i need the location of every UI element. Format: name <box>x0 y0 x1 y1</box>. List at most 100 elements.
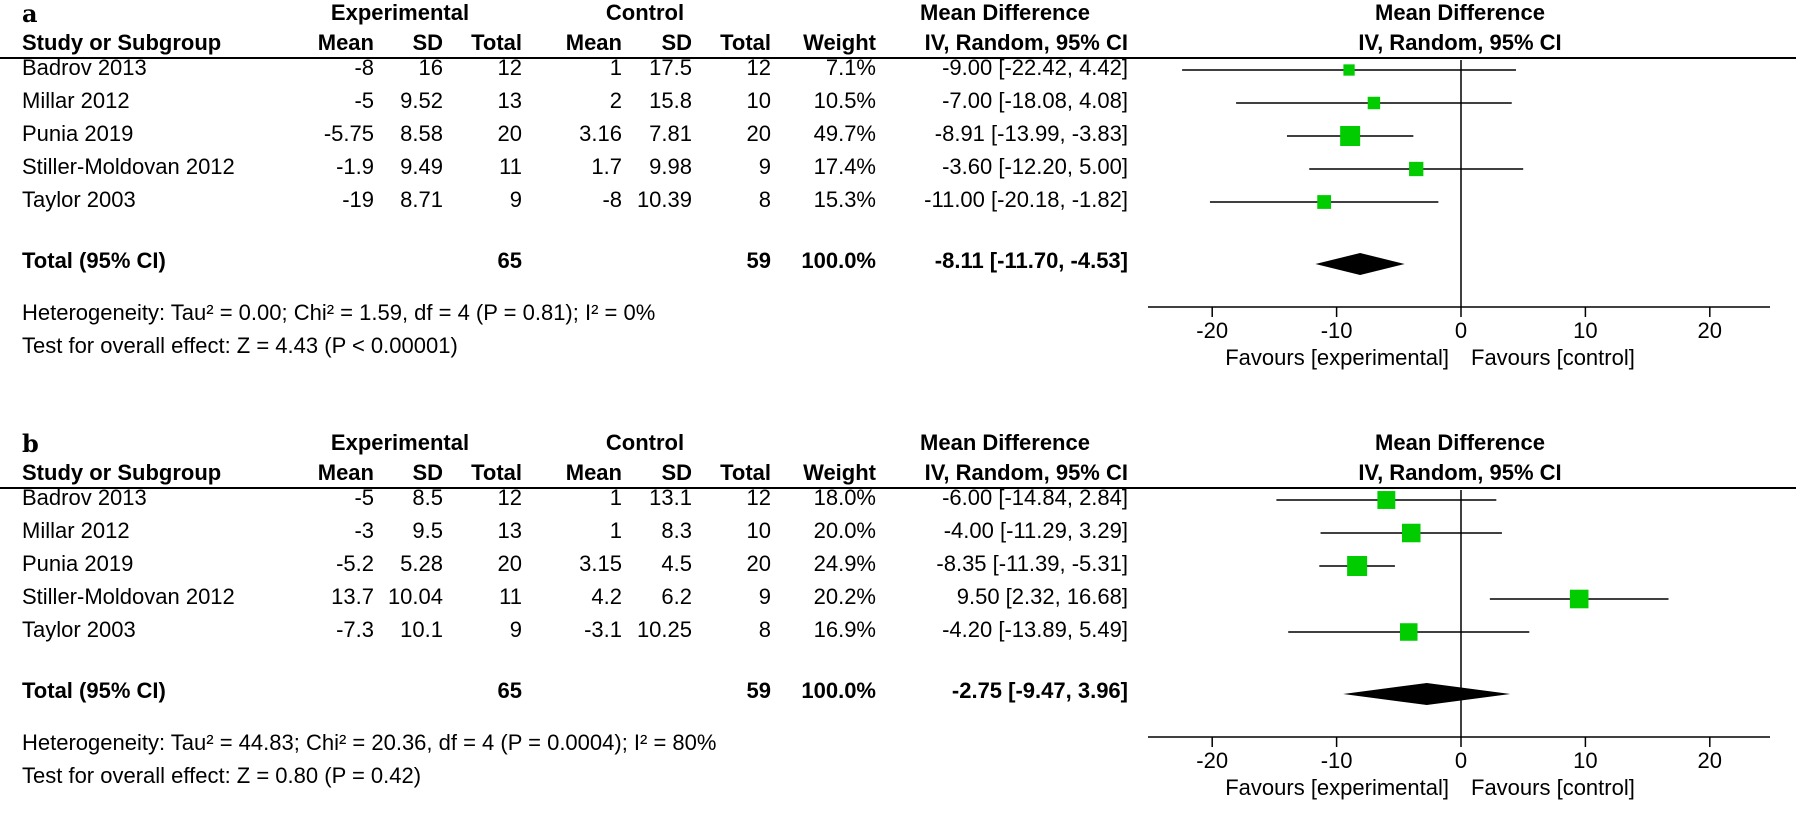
forest-plot: -20 -10 0 10 20 Favours [experimental] Favours… <box>1148 60 1770 370</box>
header-mean-difference: Mean Difference <box>920 430 1090 455</box>
exp-total: 11 <box>499 154 522 179</box>
study-ci: -7.00 [-18.08, 4.08] <box>942 88 1128 113</box>
study-name: Badrov 2013 <box>22 485 147 510</box>
header-exp-total: Total <box>471 460 522 485</box>
heterogeneity-text: Heterogeneity: Tau² = 44.83; Chi² = 20.3… <box>22 730 717 755</box>
effect-marker <box>1401 523 1421 543</box>
header-study: Study or Subgroup <box>22 460 222 485</box>
ctl-total: 20 <box>746 551 771 576</box>
ctl-sd: 15.8 <box>649 88 692 113</box>
effect-marker <box>1377 491 1396 509</box>
ctl-sd: 10.25 <box>636 617 692 642</box>
ctl-total: 9 <box>758 584 771 609</box>
plot-title: Mean Difference <box>1375 430 1545 455</box>
heterogeneity-text: Heterogeneity: Tau² = 0.00; Chi² = 1.59,… <box>22 300 656 325</box>
study-ci: -11.00 [-20.18, -1.82] <box>924 187 1128 212</box>
effect-marker <box>1367 96 1381 110</box>
ctl-sd: 10.39 <box>636 187 692 212</box>
exp-total: 12 <box>497 485 522 510</box>
exp-total: 20 <box>497 551 522 576</box>
header-ctl-sd: SD <box>661 460 692 485</box>
header-exp-mean: Mean <box>317 460 374 485</box>
effect-marker <box>1347 556 1368 576</box>
forest-plot-panel-b: b Experimental Control Mean Difference Mean … <box>0 430 1796 830</box>
total-weight: 100.0% <box>801 248 876 273</box>
exp-mean: -5.2 <box>336 551 374 576</box>
pooled-diamond <box>1315 253 1405 275</box>
study-name: Taylor 2003 <box>22 187 136 212</box>
exp-mean: -1.9 <box>336 154 374 179</box>
exp-total: 20 <box>497 121 522 146</box>
forest-plot-panel-a: a Experimental Control Mean Difference Mean … <box>0 0 1796 400</box>
favours-left-label: Favours [experimental] <box>1225 345 1449 370</box>
study-ci: -3.60 [-12.20, 5.00] <box>942 154 1128 179</box>
ctl-sd: 6.2 <box>661 584 692 609</box>
ctl-sd: 7.81 <box>649 121 692 146</box>
x-tick-label: -10 <box>1321 318 1353 343</box>
exp-mean: -3 <box>354 518 374 543</box>
x-tick-label: 20 <box>1698 318 1722 343</box>
exp-sd: 8.5 <box>412 485 443 510</box>
ctl-mean: 1 <box>609 55 622 80</box>
exp-total: 12 <box>497 55 522 80</box>
plot-method: IV, Random, 95% CI <box>1358 460 1562 485</box>
ctl-sd: 8.3 <box>661 518 692 543</box>
pooled-diamond <box>1343 683 1511 705</box>
ctl-mean: 3.15 <box>579 551 622 576</box>
x-tick-label: -10 <box>1321 748 1353 773</box>
header-ctl-total: Total <box>720 460 771 485</box>
header-mean-difference: Mean Difference <box>920 0 1090 25</box>
overall-effect-text: Test for overall effect: Z = 4.43 (P < 0… <box>22 333 458 358</box>
study-name: Stiller-Moldovan 2012 <box>22 584 235 609</box>
header-experimental: Experimental <box>330 0 470 25</box>
header-exp-mean: Mean <box>317 30 374 55</box>
study-weight: 15.3% <box>813 187 876 212</box>
study-weight: 24.9% <box>813 551 876 576</box>
study-weight: 18.0% <box>813 485 876 510</box>
exp-mean: -5.75 <box>323 121 374 146</box>
exp-total: 9 <box>509 187 522 212</box>
x-tick-label: 0 <box>1455 318 1467 343</box>
ctl-total: 12 <box>746 485 771 510</box>
x-tick-label: 10 <box>1573 748 1597 773</box>
effect-marker <box>1340 126 1361 146</box>
exp-mean: -7.3 <box>336 617 374 642</box>
x-tick-label: 0 <box>1455 748 1467 773</box>
ctl-total: 10 <box>746 88 771 113</box>
ctl-mean: -3.1 <box>584 617 622 642</box>
exp-total: 13 <box>497 88 522 113</box>
study-name: Taylor 2003 <box>22 617 136 642</box>
forest-plot: -20 -10 0 10 20 Favours [experimental] Favours… <box>1148 490 1770 800</box>
total-ctl: 59 <box>746 248 771 273</box>
study-name: Stiller-Moldovan 2012 <box>22 154 235 179</box>
study-weight: 10.5% <box>813 88 876 113</box>
header-ctl-sd: SD <box>661 30 692 55</box>
study-ci: -4.00 [-11.29, 3.29] <box>943 518 1128 543</box>
x-tick-label: 20 <box>1698 748 1722 773</box>
total-label: Total (95% CI) <box>22 678 166 703</box>
ctl-mean: 1 <box>609 518 622 543</box>
favours-right-label: Favours [control] <box>1471 775 1635 800</box>
study-weight: 7.1% <box>825 55 876 80</box>
exp-sd: 9.49 <box>400 154 443 179</box>
header-rule <box>0 57 1796 59</box>
ctl-mean: 4.2 <box>591 584 622 609</box>
ctl-sd: 4.5 <box>661 551 692 576</box>
study-weight: 20.2% <box>813 584 876 609</box>
study-ci: -8.91 [-13.99, -3.83] <box>934 121 1128 146</box>
header-weight: Weight <box>803 30 876 55</box>
total-ctl: 59 <box>746 678 771 703</box>
header-rule <box>0 487 1796 489</box>
x-tick-label: 10 <box>1573 318 1597 343</box>
header-method: IV, Random, 95% CI <box>924 30 1128 55</box>
exp-sd: 9.52 <box>400 88 443 113</box>
header-exp-sd: SD <box>412 460 443 485</box>
plot-method: IV, Random, 95% CI <box>1358 30 1562 55</box>
exp-total: 13 <box>497 518 522 543</box>
panel-label: b <box>22 429 39 458</box>
effect-marker <box>1317 195 1332 209</box>
ctl-sd: 17.5 <box>649 55 692 80</box>
ctl-sd: 13.1 <box>649 485 692 510</box>
study-weight: 20.0% <box>813 518 876 543</box>
ctl-total: 12 <box>746 55 771 80</box>
